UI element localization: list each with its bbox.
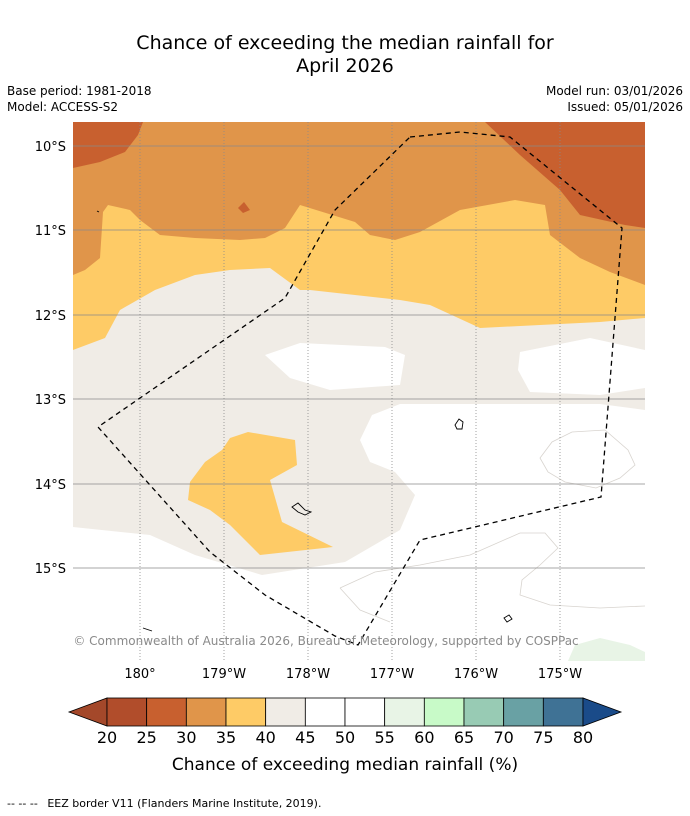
meta-right: Model run: 03/01/2026 Issued: 05/01/2026: [546, 83, 683, 115]
colorbar-label: Chance of exceeding median rainfall (%): [172, 755, 518, 775]
prob-25-30-patch-west: [73, 122, 143, 168]
gridlines: [73, 145, 645, 569]
eez-legend-text: EEZ border V11 (Flanders Marine Institut…: [47, 797, 321, 810]
faint-contours: [339, 429, 645, 623]
colorbar-tick-label: 65: [454, 728, 474, 747]
base-period: Base period: 1981-2018: [7, 84, 152, 98]
lon-label: 177°W: [370, 667, 414, 682]
colorbar-segment: [225, 697, 267, 727]
lat-label: 10°S: [35, 140, 66, 155]
prob-45-55-region-south: [73, 404, 645, 661]
title-line-1: Chance of exceeding the median rainfall …: [136, 32, 554, 54]
issued-date: Issued: 05/01/2026: [567, 100, 683, 114]
colorbar-segment: [463, 697, 505, 727]
lon-label: 180°: [124, 667, 155, 682]
colorbar-extend-low: [67, 697, 108, 727]
lon-label: 176°W: [454, 667, 498, 682]
colorbar-tick-label: 75: [533, 728, 553, 747]
colorbar-tick-label: 55: [374, 728, 394, 747]
colorbar-tick-label: 20: [97, 728, 117, 747]
colorbar-segment: [503, 697, 544, 727]
colorbar-segment: [423, 697, 465, 727]
colorbar-segment: [106, 697, 148, 727]
colorbar-segment: [185, 697, 227, 727]
prob-30-35-band: [73, 122, 645, 285]
colorbar-tick-label: 30: [176, 728, 196, 747]
colorbar-tick-label: 45: [295, 728, 315, 747]
colorbar-extend-high: [582, 697, 623, 727]
eez-legend: -- -- -- EEZ border V11 (Flanders Marine…: [7, 797, 321, 810]
lon-label: 175°W: [538, 667, 582, 682]
lon-label: 179°W: [202, 667, 246, 682]
colorbar-tick-label: 35: [216, 728, 236, 747]
lon-label: 178°W: [286, 667, 330, 682]
colorbar-tick-label: 25: [136, 728, 156, 747]
colorbar-tick-label: 80: [573, 728, 593, 747]
model-run: Model run: 03/01/2026: [545, 84, 683, 98]
colorbar-tick-label: 50: [335, 728, 355, 747]
colorbar-segment: [542, 697, 584, 727]
prob-25-30-speck: [238, 202, 250, 213]
title-line-2: April 2026: [296, 55, 394, 77]
colorbar-segment: [146, 697, 187, 727]
lat-label: 15°S: [35, 562, 66, 577]
colorbar: 20 25 30 35 40 45 50 55 60 65 70 75 80: [67, 697, 623, 747]
meta-left: Base period: 1981-2018 Model: ACCESS-S2: [7, 83, 152, 115]
lat-label: 12°S: [35, 309, 66, 324]
colorbar-segment: [344, 697, 386, 727]
lat-label: 14°S: [35, 478, 66, 493]
colorbar-tick-label: 40: [255, 728, 275, 747]
colorbar-tick-label: 70: [493, 728, 513, 747]
latitude-labels: 10°S 11°S 12°S 13°S 14°S 15°S: [35, 140, 66, 577]
prob-55-60-patch: [568, 638, 645, 661]
lat-label: 11°S: [35, 224, 66, 239]
colorbar-segment: [265, 697, 306, 727]
lat-label: 13°S: [35, 393, 66, 408]
colorbar-segment: [304, 697, 346, 727]
copyright-notice: © Commonwealth of Australia 2026, Bureau…: [73, 634, 578, 648]
colorbar-tick-label: 60: [414, 728, 434, 747]
prob-45-55-region-central: [265, 343, 405, 390]
islands: [96, 210, 513, 632]
chart-title: Chance of exceeding the median rainfall …: [0, 32, 690, 78]
model-name: Model: ACCESS-S2: [7, 100, 119, 114]
colorbar-segment: [384, 697, 425, 727]
map-area: © Commonwealth of Australia 2026, Bureau…: [73, 122, 645, 661]
prob-35-40-patch: [188, 432, 333, 555]
longitude-labels: 180° 179°W 178°W 177°W 176°W 175°W: [124, 667, 582, 682]
prob-45-55-region-east: [518, 338, 645, 395]
eez-legend-symbol: -- -- --: [7, 797, 38, 810]
